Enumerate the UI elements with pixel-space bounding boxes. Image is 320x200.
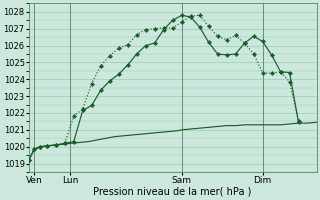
X-axis label: Pression niveau de la mer( hPa ): Pression niveau de la mer( hPa ) <box>93 187 252 197</box>
